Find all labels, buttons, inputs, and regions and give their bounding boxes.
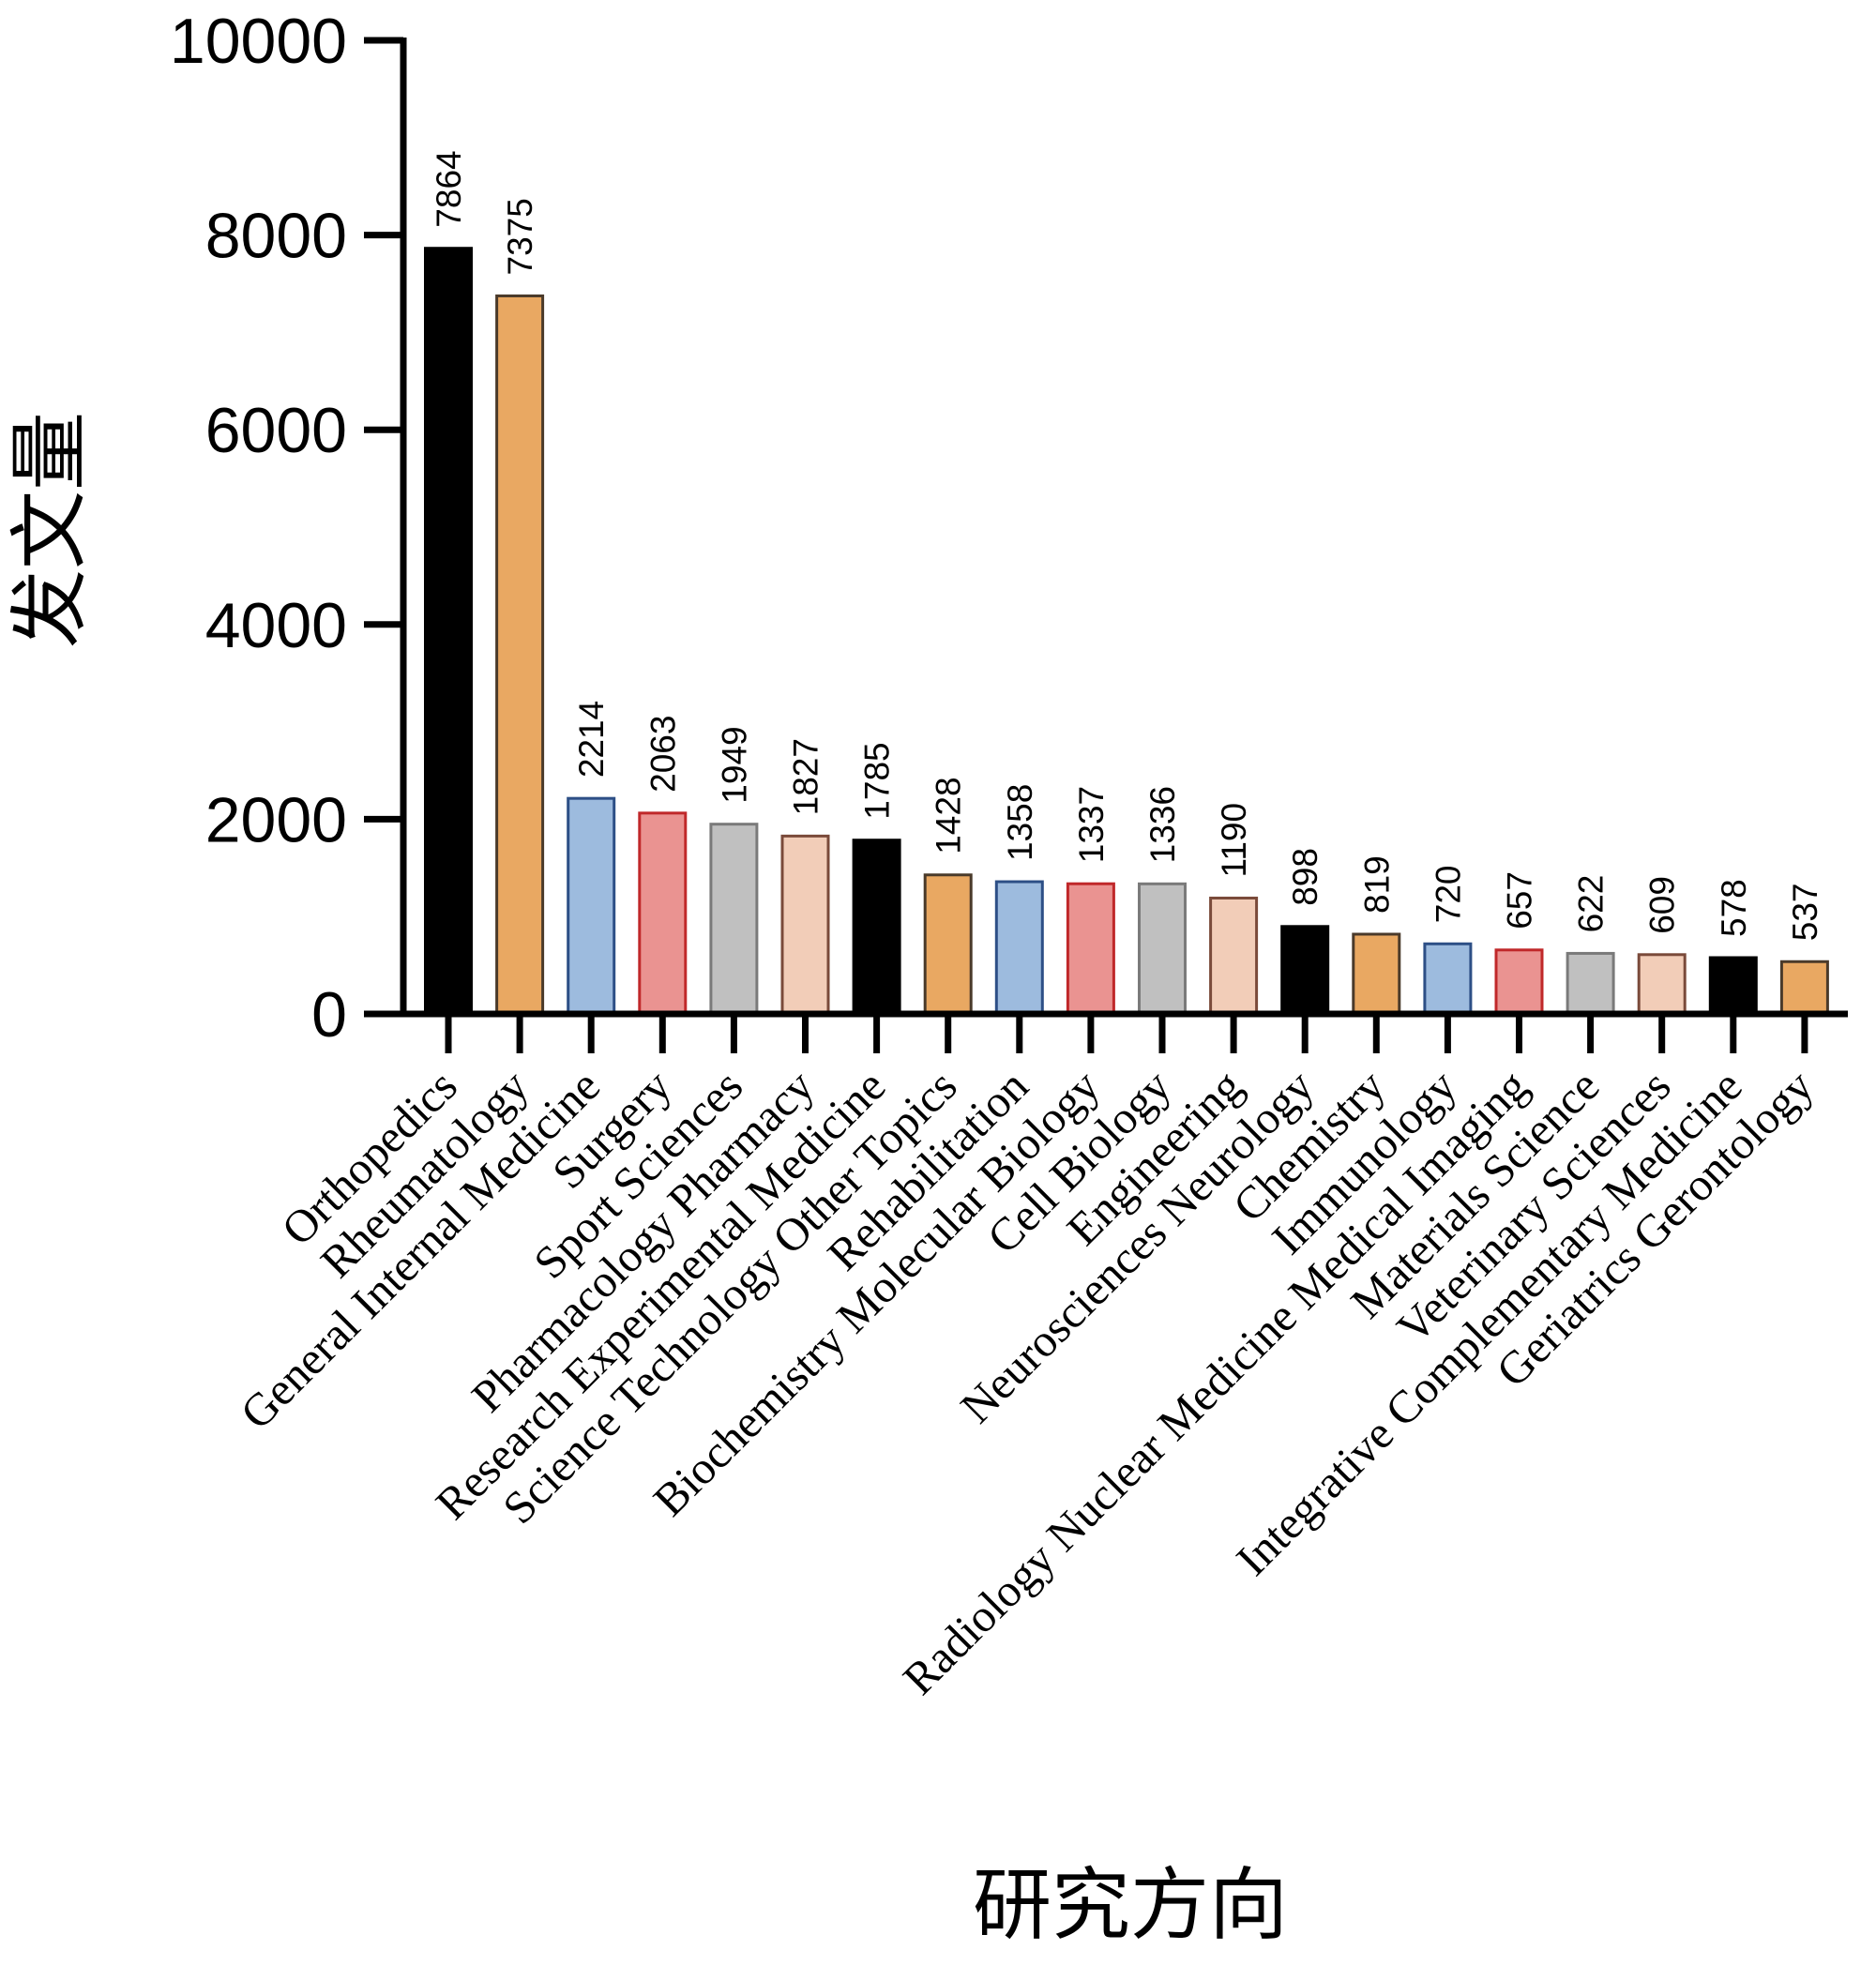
bar-value-label: 7864	[430, 150, 468, 227]
bar	[852, 839, 901, 1016]
bar-value-label: 1785	[858, 742, 897, 819]
bar	[1637, 953, 1687, 1016]
bar-value-label: 1336	[1143, 786, 1182, 863]
y-tick-label: 10000	[170, 6, 347, 77]
bar-value-label: 819	[1357, 855, 1396, 914]
bar-value-label: 537	[1786, 884, 1824, 942]
bar-value-label: 1337	[1072, 786, 1111, 863]
bar-value-label: 2214	[572, 701, 611, 778]
y-tick-label: 6000	[205, 395, 347, 466]
bar	[638, 811, 688, 1016]
y-tick-label: 0	[311, 979, 347, 1051]
bar	[1138, 882, 1187, 1016]
bar	[495, 294, 545, 1016]
bar	[1494, 948, 1544, 1016]
bar	[424, 247, 473, 1016]
bar-value-label: 578	[1715, 879, 1753, 937]
bar	[923, 873, 973, 1016]
bar	[1352, 932, 1401, 1016]
bar-value-label: 2063	[643, 716, 682, 793]
bar-value-label: 1428	[930, 777, 968, 854]
y-tick-label: 2000	[205, 784, 347, 855]
bar	[1423, 942, 1473, 1016]
bar	[1708, 956, 1758, 1016]
bar	[1066, 882, 1115, 1016]
bar	[1209, 896, 1259, 1016]
x-axis-title: 研究方向	[973, 1859, 1288, 1951]
y-axis-title: 发文量	[4, 412, 96, 648]
bar	[1779, 960, 1829, 1016]
bar-value-label: 720	[1429, 866, 1467, 924]
y-tick-label: 4000	[205, 590, 347, 661]
bar-value-label: 1827	[787, 738, 825, 815]
bar-value-label: 898	[1286, 848, 1324, 906]
bar	[780, 834, 830, 1016]
bar-value-label: 622	[1572, 875, 1611, 933]
bar	[567, 796, 616, 1016]
bar	[709, 823, 759, 1016]
bar	[994, 880, 1044, 1016]
bar-value-label: 1949	[715, 726, 753, 803]
bar	[1566, 951, 1615, 1016]
bar-value-label: 1190	[1215, 803, 1253, 878]
y-tick-label: 8000	[205, 201, 347, 272]
bar	[1280, 925, 1330, 1016]
bar-value-label: 657	[1501, 871, 1539, 930]
bar-value-label: 7375	[501, 198, 539, 275]
bar-value-label: 609	[1643, 876, 1682, 934]
bar-value-label: 1358	[1001, 784, 1039, 861]
